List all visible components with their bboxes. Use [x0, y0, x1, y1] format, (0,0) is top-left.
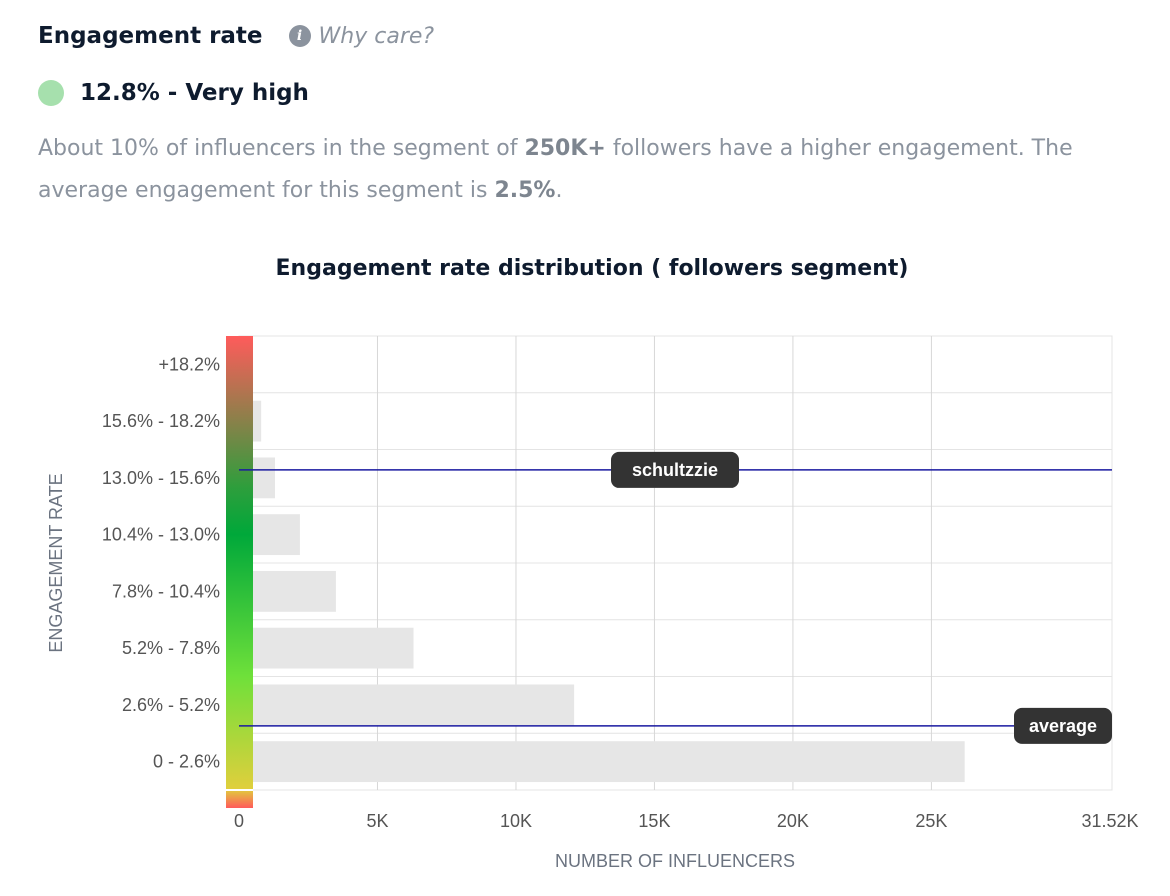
marker-badge-schultzzie [611, 451, 739, 488]
marker-label-average: average [1029, 716, 1097, 736]
bar [239, 741, 965, 783]
y-tick-label: +18.2% [158, 354, 220, 374]
engagement-description: About 10% of influencers in the segment … [38, 128, 1138, 212]
description-part2: followers have a higher engagement. The … [38, 136, 1073, 203]
y-tick-label: 10.4% - 13.0% [102, 525, 220, 545]
x-tick-label: 10K [500, 811, 532, 831]
engagement-rate-row: 12.8% - Very high [38, 76, 309, 110]
x-tick-label: 25K [915, 811, 947, 831]
y-tick-label: 2.6% - 5.2% [122, 695, 220, 715]
engagement-rate-value: 12.8% - Very high [80, 80, 309, 106]
x-axis-title: NUMBER OF INFLUENCERS [555, 851, 795, 871]
x-tick-label: 20K [777, 811, 809, 831]
description-part1: About 10% of influencers in the segment … [38, 136, 525, 161]
rate-color-strip [226, 336, 253, 808]
marker-label-schultzzie: schultzzie [632, 460, 718, 480]
description-average: 2.5% [494, 178, 556, 203]
bar [239, 627, 414, 669]
y-tick-label: 13.0% - 15.6% [102, 468, 220, 488]
description-segment: 250K+ [524, 136, 606, 161]
why-care-link[interactable]: Why care? [318, 23, 435, 49]
rate-indicator-dot [38, 80, 64, 106]
engagement-header: Engagement rate i Why care? [38, 18, 434, 54]
bar [239, 684, 575, 726]
y-tick-label: 0 - 2.6% [153, 752, 220, 772]
y-tick-label: 7.8% - 10.4% [112, 581, 220, 601]
y-axis-title: ENGAGEMENT RATE [46, 473, 66, 652]
x-tick-label: 31.52K [1081, 811, 1138, 831]
chart-title: Engagement rate distribution ( followers… [275, 256, 909, 281]
engagement-title: Engagement rate [38, 23, 263, 49]
x-tick-label: 5K [366, 811, 388, 831]
x-tick-label: 15K [638, 811, 670, 831]
y-tick-label: 5.2% - 7.8% [122, 638, 220, 658]
bar [239, 570, 336, 612]
y-tick-label: 15.6% - 18.2% [102, 411, 220, 431]
marker-badge-average [1014, 707, 1112, 744]
info-icon[interactable]: i [288, 25, 311, 47]
x-tick-label: 0 [234, 811, 244, 831]
description-part3: . [555, 178, 563, 203]
